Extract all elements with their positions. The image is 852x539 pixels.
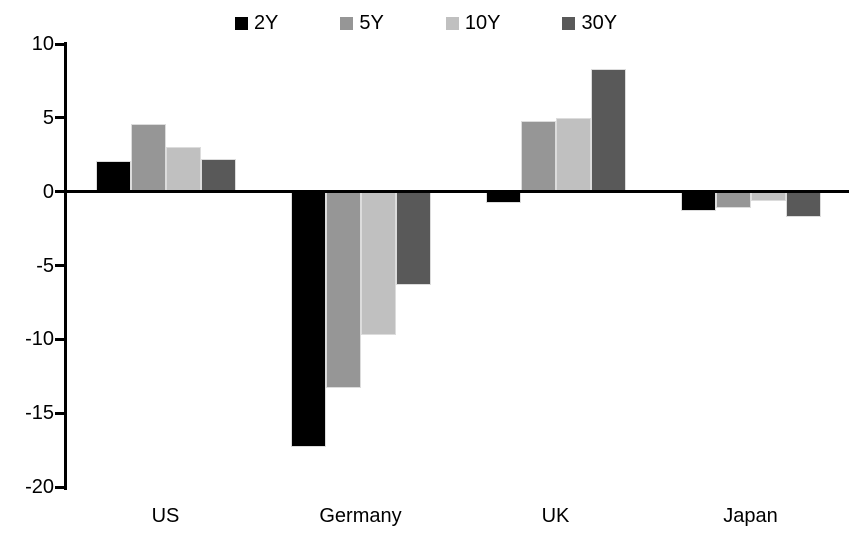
y-axis-tick <box>55 190 66 194</box>
legend-swatch-10y-icon <box>445 16 459 30</box>
y-axis-line <box>64 42 67 490</box>
bar-germany-30y <box>395 191 431 285</box>
legend-label: 2Y <box>253 12 279 34</box>
legend-label: 10Y <box>464 12 501 34</box>
bar-japan-5y <box>715 191 751 208</box>
bar-germany-5y <box>325 191 361 389</box>
bar-uk-30y <box>590 69 626 192</box>
legend-item-5y: 5Y <box>340 9 384 37</box>
y-axis-tick <box>55 42 66 46</box>
y-axis-tick <box>55 485 66 489</box>
y-tick-label: 10 <box>31 33 54 55</box>
legend-swatch-5y-icon <box>340 16 354 30</box>
y-tick-label: 5 <box>42 106 54 129</box>
bar-uk-10y <box>555 117 591 192</box>
legend-swatch-30y-icon <box>562 16 576 30</box>
bar-us-30y <box>200 159 236 192</box>
bar-germany-2y <box>290 191 326 448</box>
category-label-uk: UK <box>541 505 570 527</box>
bar-germany-10y <box>360 191 396 335</box>
legend-item-10y: 10Y <box>445 9 501 37</box>
y-tick-label: -10 <box>25 328 54 351</box>
y-tick-label: 0 <box>42 180 54 203</box>
bar-japan-2y <box>680 191 716 211</box>
y-axis-tick <box>55 411 66 415</box>
legend-item-2y: 2Y <box>234 9 279 37</box>
bar-uk-2y <box>485 191 521 204</box>
bar-us-10y <box>165 147 201 192</box>
y-axis-tick <box>55 337 66 341</box>
y-axis-tick <box>55 264 66 267</box>
legend-label: 30Y <box>581 12 618 34</box>
y-tick-label: -5 <box>36 254 54 277</box>
y-tick-label: -20 <box>25 476 54 498</box>
y-axis-tick <box>55 116 66 120</box>
legend-swatch-2y-icon <box>234 16 248 30</box>
bar-japan-30y <box>785 191 821 217</box>
legend-item-30y: 30Y <box>562 9 617 37</box>
legend-label: 5Y <box>359 12 384 34</box>
chart-legend: 2Y 5Y 10Y 30Y <box>0 9 852 37</box>
bar-us-2y <box>95 160 131 192</box>
x-axis-zero-line <box>64 190 849 194</box>
bar-uk-5y <box>520 120 556 192</box>
bar-us-5y <box>130 123 166 192</box>
y-tick-label: -15 <box>25 402 54 425</box>
category-label-japan: Japan <box>723 505 778 527</box>
category-label-germany: Germany <box>319 505 402 527</box>
category-label-us: US <box>151 505 180 527</box>
